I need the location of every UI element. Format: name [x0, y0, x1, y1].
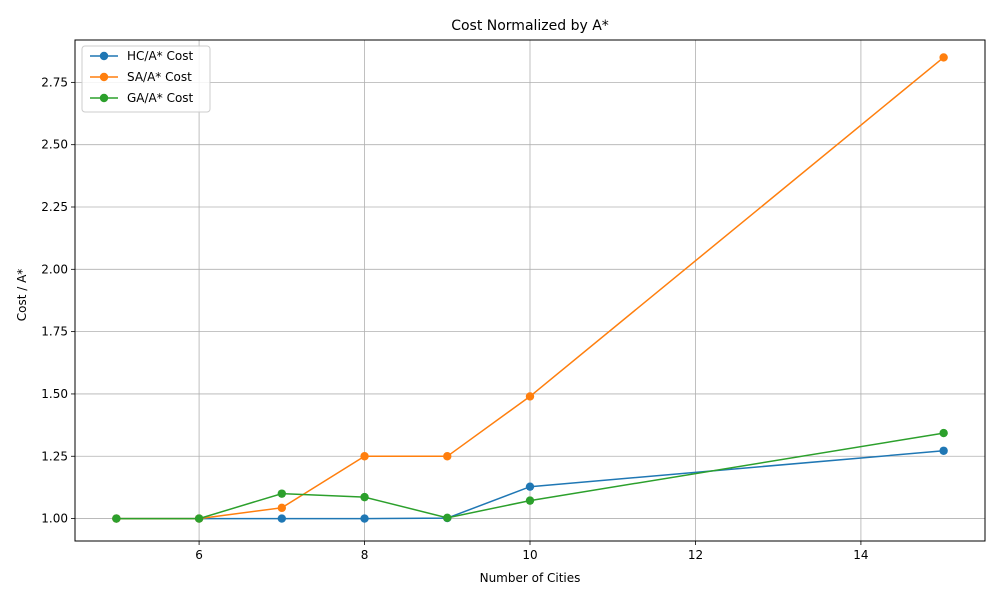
chart-title: Cost Normalized by A*: [451, 18, 609, 34]
series-ga: [112, 428, 948, 523]
data-point-ga: [525, 496, 535, 505]
grid: [75, 40, 985, 541]
y-tick-label: 2.25: [41, 200, 68, 214]
legend-label: HC/A* Cost: [127, 49, 193, 63]
x-tick-label: 6: [195, 548, 203, 562]
x-tick-label: 10: [522, 548, 537, 562]
y-axis: 1.00 1.25 1.50 1.75 2.00 2.25 2.50 2.75: [41, 75, 75, 526]
legend-marker: [99, 93, 109, 103]
legend: HC/A* Cost SA/A* Cost GA/A* Cost: [81, 45, 211, 113]
legend-item-sa: SA/A* Cost: [90, 70, 192, 84]
x-tick-label: 12: [688, 548, 703, 562]
y-axis-label: Cost / A*: [15, 269, 29, 322]
legend-marker: [99, 72, 109, 82]
y-tick-label: 2.50: [41, 138, 68, 152]
data-point-hc: [939, 446, 948, 455]
y-tick-label: 1.00: [41, 512, 68, 526]
legend-item-hc: HC/A* Cost: [90, 49, 193, 63]
data-point-sa: [525, 392, 535, 401]
data-point-ga: [939, 428, 948, 438]
data-point-sa: [443, 452, 452, 461]
y-tick-label: 1.75: [41, 325, 68, 339]
y-tick-label: 1.25: [41, 449, 68, 463]
legend-label: SA/A* Cost: [127, 70, 192, 84]
data-point-sa: [939, 53, 948, 62]
data-point-hc: [277, 514, 287, 523]
legend-marker: [99, 51, 109, 61]
x-tick-label: 14: [853, 548, 868, 562]
y-tick-label: 2.75: [41, 75, 68, 89]
y-tick-label: 1.50: [41, 387, 68, 401]
data-point-sa: [277, 503, 287, 513]
data-point-ga: [277, 489, 287, 498]
data-point-ga: [360, 492, 369, 502]
data-point-hc: [525, 482, 535, 491]
x-axis: 6 8 10 12 14: [195, 541, 869, 562]
x-tick-label: 8: [361, 548, 369, 562]
data-point-ga: [443, 513, 452, 523]
legend-item-ga: GA/A* Cost: [90, 91, 194, 105]
series-layer: [112, 53, 948, 523]
legend-box: [81, 45, 211, 113]
y-tick-label: 2.00: [41, 262, 68, 276]
data-point-ga: [112, 514, 121, 523]
data-point-ga: [194, 514, 204, 523]
legend-label: GA/A* Cost: [127, 91, 194, 105]
data-point-hc: [360, 514, 369, 523]
x-axis-label: Number of Cities: [480, 571, 581, 585]
data-point-sa: [360, 452, 369, 461]
